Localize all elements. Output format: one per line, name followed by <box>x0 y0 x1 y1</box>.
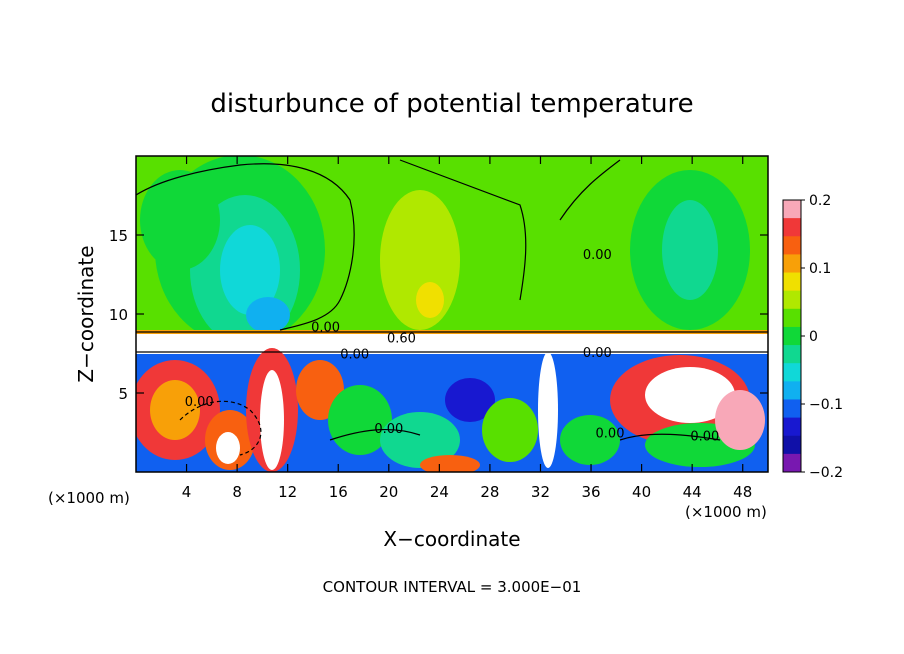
x-axis-label: X−coordinate <box>383 527 520 551</box>
colorbar-segment <box>783 399 801 419</box>
colorbar-segment <box>783 218 801 237</box>
colorbar: 0.2 0.1 0 −0.1 −0.2 <box>782 193 843 481</box>
field-blob <box>328 385 392 455</box>
y-axis: 5 10 15 <box>109 227 768 403</box>
x-tick-label: 36 <box>581 483 600 501</box>
y-tick-label: 10 <box>109 306 128 324</box>
field-blob <box>560 415 620 465</box>
x-axis-unit-right: (×1000 m) <box>685 503 767 521</box>
contour-lines <box>136 159 768 456</box>
field-blob <box>445 378 495 422</box>
field-blob <box>420 455 480 472</box>
y-tick-label: 5 <box>118 385 128 403</box>
field-blob <box>380 412 460 468</box>
colorbar-segment <box>783 272 801 292</box>
contour-label: 0.00 <box>596 427 625 442</box>
colorbar-segment <box>783 308 801 328</box>
contour-line <box>329 428 421 441</box>
heatmap-field <box>136 156 768 472</box>
colorbar-segment <box>783 453 801 473</box>
contour-label: 0.00 <box>340 348 369 363</box>
contour-label: 0.00 <box>311 321 340 336</box>
x-tick-label: 24 <box>430 483 449 501</box>
contour-label-group: 0.000.600.000.000.00 0.00 0.000.000.00 <box>185 248 720 445</box>
colorbar-tick-label: 0.1 <box>809 261 831 277</box>
colorbar-segment <box>783 345 801 364</box>
colorbar-tick-label: −0.2 <box>809 465 843 481</box>
x-tick-label: 20 <box>379 483 398 501</box>
colorbar-tick-label: 0 <box>809 329 818 345</box>
x-tick-label: 44 <box>683 483 702 501</box>
x-tick-label: 32 <box>531 483 550 501</box>
x-axis: 4 8 12 16 20 24 28 32 36 40 44 48 <box>182 156 752 501</box>
field-blob <box>715 390 765 450</box>
colorbar-tick-label: −0.1 <box>809 397 843 413</box>
x-tick-label: 4 <box>182 483 192 501</box>
contour-label: 0.60 <box>387 332 416 347</box>
x-tick-label: 40 <box>632 483 651 501</box>
colorbar-segment <box>783 381 801 400</box>
contour-label: 0.00 <box>374 422 403 437</box>
field-blob <box>246 297 290 333</box>
colorbar-segment <box>783 254 801 274</box>
colorbar-segment <box>783 326 801 346</box>
colorbar-segment <box>783 435 801 455</box>
field-blob <box>140 170 220 270</box>
contour-label: 0.00 <box>690 430 719 445</box>
field-blob <box>416 282 444 318</box>
x-tick-label: 12 <box>278 483 297 501</box>
colorbar-segment <box>783 200 801 219</box>
field-blob <box>260 370 284 470</box>
contour-line <box>559 159 621 221</box>
field-blob <box>662 200 718 300</box>
field-blob <box>150 380 200 440</box>
y-axis-label: Z−coordinate <box>74 245 98 382</box>
chart-title: disturbunce of potential temperature <box>210 89 693 119</box>
plot-area: 0.000.600.000.000.00 0.00 0.000.000.00 <box>135 155 769 473</box>
colorbar-segment <box>783 290 801 310</box>
x-tick-label: 16 <box>329 483 348 501</box>
contour-label: 0.00 <box>583 248 612 263</box>
field-blob <box>482 398 538 462</box>
contour-label: 0.00 <box>185 395 214 410</box>
colorbar-segment <box>783 417 801 437</box>
contour-label: 0.00 <box>583 346 612 361</box>
field-blob <box>220 225 280 315</box>
x-tick-label: 48 <box>733 483 752 501</box>
field-band <box>136 334 768 354</box>
colorbar-segment <box>783 363 801 382</box>
x-tick-label: 8 <box>232 483 242 501</box>
contour-line <box>136 163 355 331</box>
contour-interval-note: CONTOUR INTERVAL = 3.000E−01 <box>323 578 582 596</box>
x-tick-label: 28 <box>480 483 499 501</box>
contour-line <box>619 433 721 441</box>
y-tick-label: 15 <box>109 227 128 245</box>
colorbar-tick-label: 0.2 <box>809 193 831 209</box>
field-blob <box>645 367 735 423</box>
contour-line <box>179 400 262 456</box>
field-band <box>136 330 768 336</box>
contour-line <box>399 159 527 301</box>
field-blob <box>538 352 558 468</box>
colorbar-segment <box>783 236 801 255</box>
field-blob <box>216 432 240 464</box>
x-axis-unit: (×1000 m) <box>48 489 130 507</box>
